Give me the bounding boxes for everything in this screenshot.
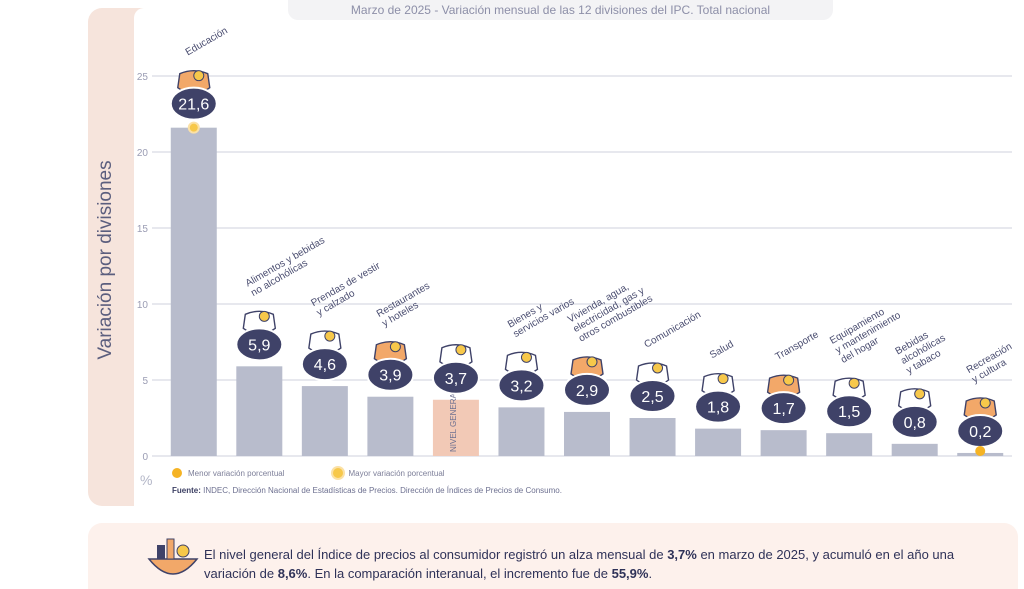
- category-label: Comunicación: [643, 309, 703, 350]
- data-label: 4,6: [314, 357, 336, 374]
- chart-title: Marzo de 2025 - Variación mensual de las…: [288, 0, 833, 20]
- min-dot-icon: [172, 468, 182, 478]
- legend-max-label: Mayor variación porcentual: [348, 468, 445, 478]
- value-badge: [825, 394, 874, 429]
- summary-part-4: .: [648, 566, 653, 581]
- data-label: 0,8: [904, 415, 926, 432]
- value-badge: [300, 347, 349, 382]
- y-tick-label: 20: [137, 148, 149, 159]
- value-badge: [235, 327, 284, 362]
- category-label: Transporte: [774, 329, 821, 363]
- legend-min-label: Menor variación porcentual: [188, 468, 285, 478]
- data-label: 2,5: [641, 389, 663, 406]
- summary-box: [88, 523, 1018, 589]
- bar: [629, 418, 676, 456]
- source-prefix: Fuente:: [172, 486, 201, 495]
- bar: [826, 433, 873, 456]
- data-label: 1,8: [707, 400, 729, 417]
- summary-text: El nivel general del Índice de precios a…: [204, 545, 1004, 583]
- value-badge: [497, 368, 546, 403]
- bar: [891, 443, 938, 456]
- bar: [760, 430, 807, 456]
- category-label: Equipamientoy mantenimientodel hogar: [828, 300, 908, 365]
- data-label: 3,2: [510, 378, 532, 395]
- data-label: 3,7: [445, 371, 467, 388]
- bar-chart: 0 5 10 15 20 25 21,6 Educación 5,9 Alimentos y be…: [137, 25, 1020, 463]
- bar: [301, 386, 348, 456]
- legend: Menor variación porcentual Mayor variaci…: [172, 466, 445, 480]
- category-label: Salud: [708, 339, 736, 361]
- bar: [236, 366, 283, 456]
- category-label: Educación: [184, 25, 230, 58]
- y-tick-label: 25: [137, 72, 149, 83]
- bar: [564, 411, 610, 456]
- value-badge: [890, 404, 939, 439]
- category-label: Bebidasalcohólicasy tabaco: [894, 323, 953, 376]
- category-label: Alimentos y bebidasno alcohólicas: [244, 235, 333, 299]
- summary-accumulated-value: 8,6%: [277, 566, 308, 581]
- value-badge: [694, 389, 743, 424]
- summary-monthly-value: 3,7%: [667, 547, 697, 562]
- max-dot-icon: [332, 468, 343, 478]
- summary-part-1: El nivel general del Índice de precios a…: [204, 547, 668, 562]
- category-label: Vivienda, agua,electricidad, gas yotros …: [566, 274, 655, 344]
- category-label: Bienes yservicios varios: [506, 287, 576, 340]
- bar: [432, 399, 479, 456]
- title-date: Marzo de 2025: [350, 3, 431, 17]
- legend-min: Menor variación porcentual: [172, 468, 285, 478]
- value-badge: [628, 379, 677, 413]
- y-tick-label: 10: [137, 300, 149, 311]
- y-tick-label: 0: [142, 452, 148, 463]
- source-note: Fuente: INDEC, Dirección Nacional de Est…: [172, 486, 562, 495]
- value-badge: [563, 372, 611, 407]
- bar: [367, 396, 414, 456]
- y-tick-label: 5: [142, 376, 148, 387]
- value-badge: [366, 357, 415, 392]
- bar: [498, 407, 545, 456]
- data-label: 1,7: [772, 401, 794, 418]
- value-badge: [169, 86, 218, 121]
- category-label: Recreacióny cultura: [965, 341, 1020, 385]
- general-bar-label: NIVEL GENERAL: [449, 388, 458, 452]
- data-label: 1,5: [838, 404, 860, 421]
- min-marker: [975, 446, 986, 456]
- data-label: 5,9: [248, 337, 270, 354]
- bar: [695, 428, 742, 456]
- title-text: - Variación mensual de las 12 divisiones…: [430, 3, 771, 17]
- legend-max: Mayor variación porcentual: [332, 468, 445, 478]
- category-label: Restaurantesy hoteles: [375, 281, 438, 330]
- summary-part-2: en marzo de 2025, y acumuló en el año un…: [204, 547, 955, 581]
- source-text: INDEC, Dirección Nacional de Estadística…: [200, 486, 562, 495]
- summary-part-3: . En la comparación interanual, el incre…: [307, 566, 612, 581]
- data-label: 0,2: [969, 424, 991, 441]
- bar: [170, 127, 217, 457]
- y-tick-label: 15: [137, 224, 149, 235]
- unit-label: %: [140, 472, 153, 488]
- basket-icon: [147, 538, 199, 575]
- value-badge: [431, 360, 480, 395]
- summary-interannual-value: 55,9%: [611, 566, 649, 581]
- data-label: 3,9: [379, 368, 401, 385]
- max-marker: [187, 121, 200, 134]
- value-badge: [759, 391, 808, 426]
- data-label: 21,6: [178, 97, 209, 114]
- data-label: 2,9: [576, 383, 598, 400]
